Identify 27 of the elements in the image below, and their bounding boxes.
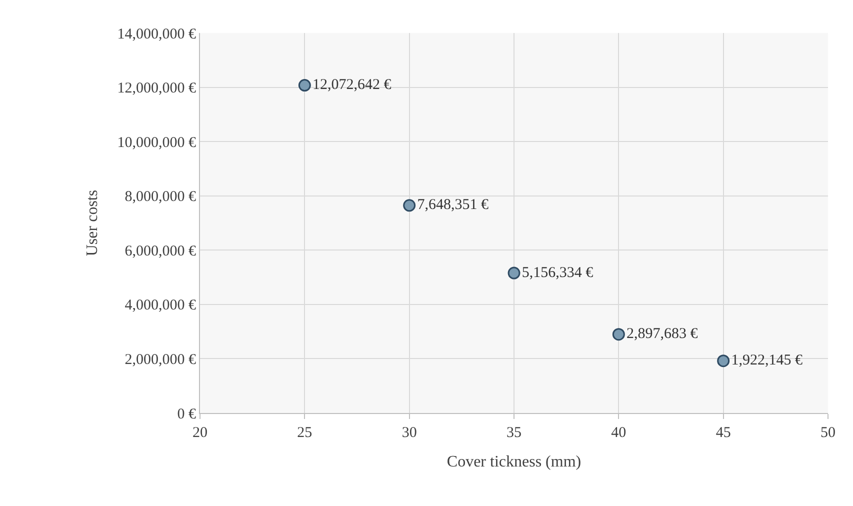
data-label: 5,156,334 €: [522, 264, 594, 281]
point: [508, 266, 520, 280]
y-tick-label: 14,000,000 €: [117, 26, 196, 42]
x-tick-label: 20: [192, 425, 208, 441]
x-tick-label: 50: [820, 425, 836, 441]
x-tick-label: 40: [611, 425, 626, 441]
x-tick-label: 30: [402, 425, 417, 441]
point: [298, 79, 311, 92]
data-label: 2,897,683 €: [626, 326, 698, 342]
x-tick-label: 45: [716, 425, 731, 441]
y-tick-label: 12,000,000 €: [117, 80, 196, 97]
y-tick-label: 8,000,000 €: [124, 189, 196, 206]
x-tick-label: 35: [506, 425, 522, 441]
data-label: 7,648,351 €: [417, 197, 489, 214]
y-tick-label: 2,000,000 €: [124, 352, 196, 368]
data-label: 12,072,642 €: [312, 77, 392, 94]
x-axis-title: Cover tickness (mm): [446, 454, 582, 471]
x-tick-label: 25: [297, 425, 312, 441]
y-tick-label: 6,000,000 €: [124, 243, 196, 260]
data-label: 1,922,145 €: [731, 352, 803, 369]
point: [612, 328, 625, 341]
y-axis-title: User costs: [84, 190, 102, 256]
point: [717, 354, 730, 368]
y-tick-label: 10,000,000 €: [117, 134, 196, 151]
y-tick-label: 4,000,000 €: [124, 298, 196, 314]
y-tick-label: 0 €: [177, 406, 196, 422]
point: [403, 199, 416, 212]
